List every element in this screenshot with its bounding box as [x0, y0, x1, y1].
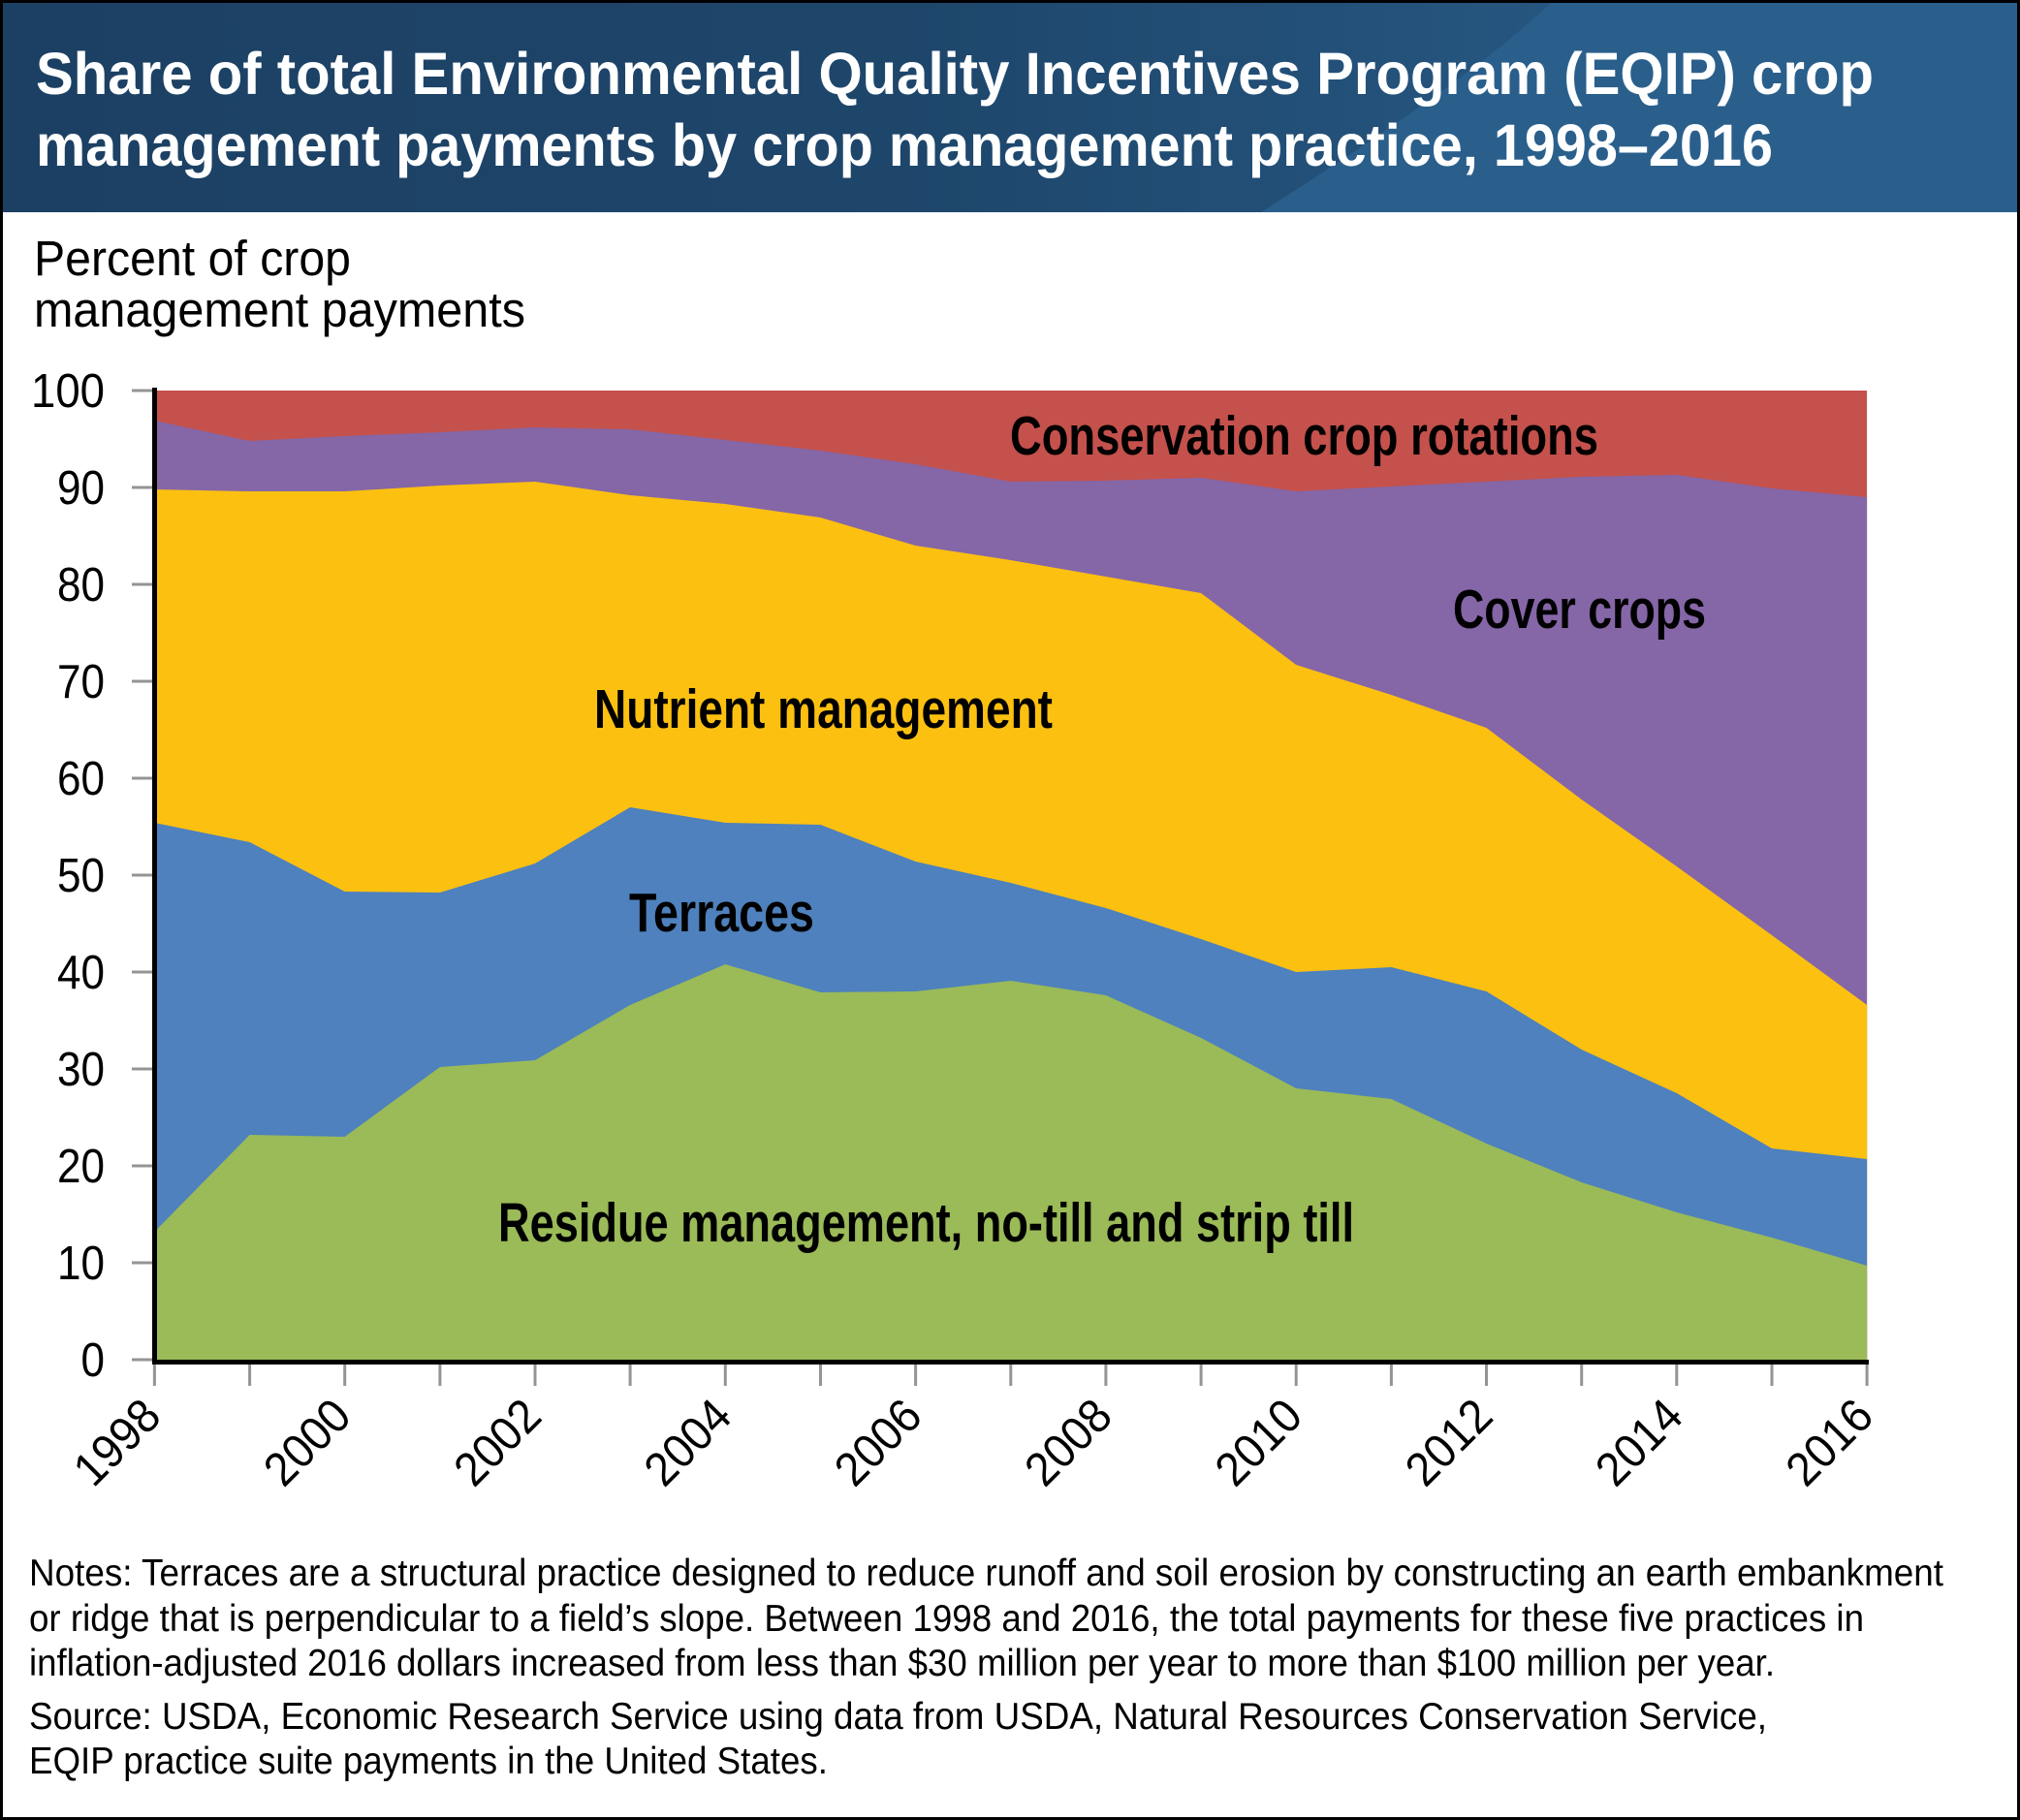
svg-text:Cover crops: Cover crops — [1453, 579, 1706, 641]
svg-text:Percent of crop: Percent of crop — [34, 231, 351, 286]
svg-text:or ridge that is perpendicular: or ridge that is perpendicular to a fiel… — [29, 1598, 1864, 1640]
svg-text:10: 10 — [57, 1238, 105, 1290]
svg-text:20: 20 — [57, 1141, 105, 1193]
svg-text:Share of total Environmental Q: Share of total Environmental Quality Inc… — [36, 41, 1874, 107]
svg-text:60: 60 — [57, 753, 105, 805]
svg-text:30: 30 — [57, 1044, 105, 1096]
svg-text:40: 40 — [57, 947, 105, 999]
svg-text:0: 0 — [81, 1334, 106, 1387]
svg-text:management payments by crop ma: management payments by crop management p… — [36, 112, 1773, 178]
svg-text:50: 50 — [57, 850, 105, 902]
svg-text:management payments: management payments — [34, 282, 525, 337]
svg-text:EQIP practice suite payments i: EQIP practice suite payments in the Unit… — [29, 1741, 828, 1782]
svg-text:Terraces: Terraces — [629, 882, 814, 944]
svg-text:Nutrient management: Nutrient management — [594, 678, 1053, 740]
svg-text:Conservation crop rotations: Conservation crop rotations — [1010, 405, 1598, 467]
svg-text:80: 80 — [57, 559, 105, 612]
svg-text:Notes: Terraces are a structur: Notes: Terraces are a structural practic… — [29, 1553, 1943, 1594]
svg-text:100: 100 — [31, 365, 105, 418]
svg-text:Source: USDA, Economic Researc: Source: USDA, Economic Research Service … — [29, 1696, 1767, 1738]
svg-text:70: 70 — [57, 656, 105, 708]
svg-text:inflation-adjusted 2016 dollar: inflation-adjusted 2016 dollars increase… — [29, 1643, 1775, 1684]
svg-text:90: 90 — [57, 462, 105, 515]
svg-text:Residue management, no-till an: Residue management, no-till and strip ti… — [498, 1192, 1354, 1254]
